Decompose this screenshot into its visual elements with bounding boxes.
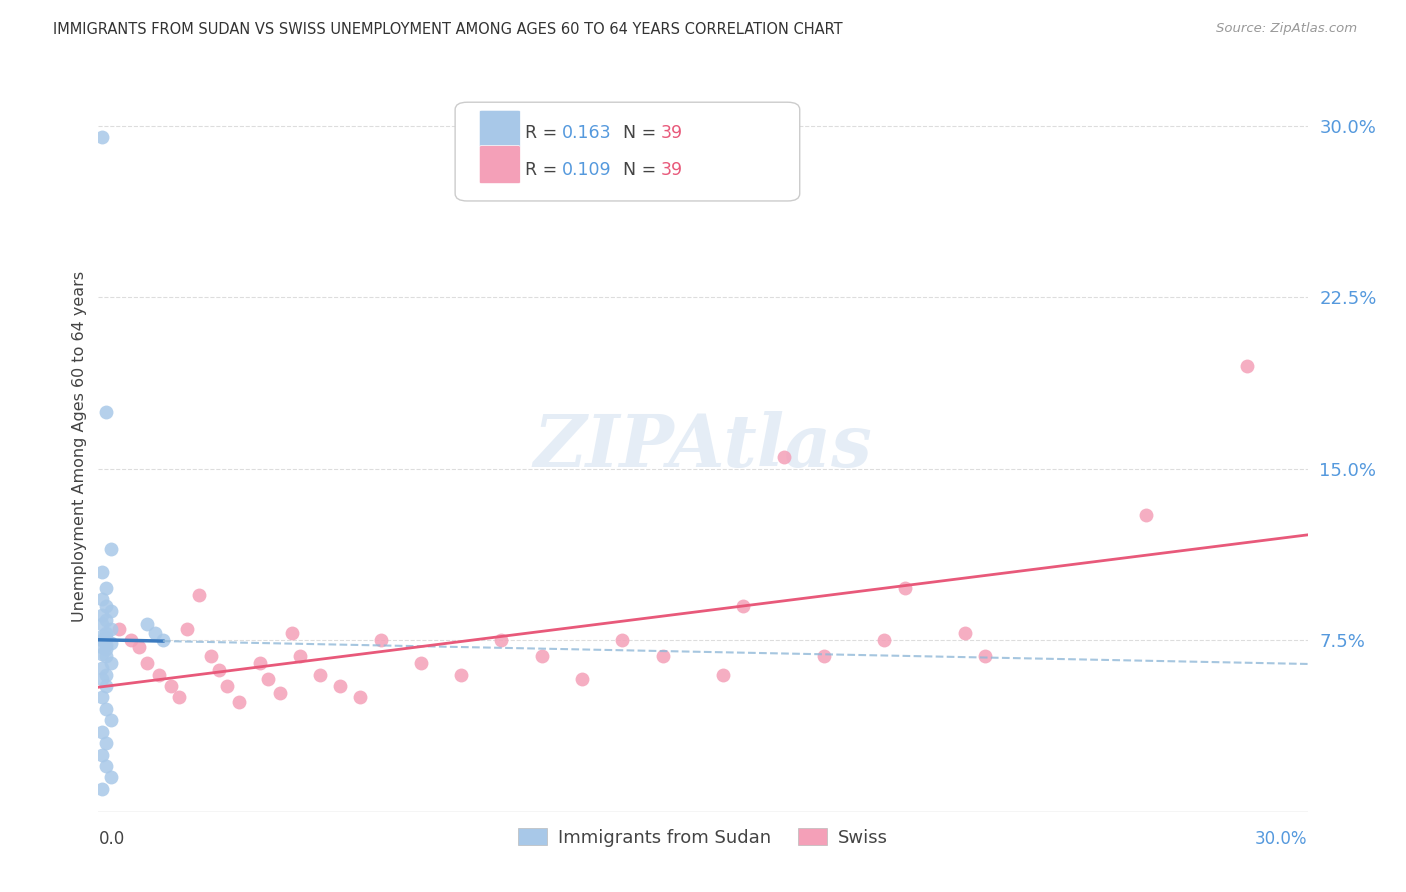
- Point: [148, 667, 170, 681]
- Point: [100, 604, 122, 618]
- Point: [409, 656, 432, 670]
- Text: R =: R =: [526, 124, 562, 142]
- Point: [450, 667, 472, 681]
- Point: [288, 649, 311, 664]
- Text: N =: N =: [613, 124, 662, 142]
- Point: [96, 702, 118, 716]
- Point: [269, 686, 291, 700]
- Point: [249, 656, 271, 670]
- Point: [1135, 508, 1157, 522]
- Point: [349, 690, 371, 705]
- Point: [91, 781, 114, 796]
- Point: [96, 405, 118, 419]
- FancyBboxPatch shape: [479, 111, 520, 148]
- Point: [711, 667, 734, 681]
- Point: [100, 622, 122, 636]
- Text: 39: 39: [661, 161, 683, 179]
- Point: [107, 622, 129, 636]
- Point: [100, 771, 122, 785]
- Point: [200, 649, 222, 664]
- Point: [120, 633, 142, 648]
- Point: [96, 638, 118, 652]
- Point: [91, 565, 114, 579]
- Point: [160, 679, 183, 693]
- Point: [152, 633, 174, 648]
- Text: 0.163: 0.163: [561, 124, 612, 142]
- Point: [91, 640, 114, 655]
- Text: Source: ZipAtlas.com: Source: ZipAtlas.com: [1216, 22, 1357, 36]
- Point: [370, 633, 392, 648]
- Point: [100, 656, 122, 670]
- Point: [256, 672, 278, 686]
- Point: [100, 635, 122, 649]
- Point: [733, 599, 755, 613]
- FancyBboxPatch shape: [479, 145, 520, 184]
- Point: [135, 656, 157, 670]
- Text: R =: R =: [526, 161, 562, 179]
- Point: [91, 661, 114, 675]
- Point: [91, 633, 114, 648]
- Point: [91, 608, 114, 623]
- Point: [91, 690, 114, 705]
- Point: [96, 631, 118, 645]
- Text: 0.109: 0.109: [561, 161, 612, 179]
- Point: [100, 541, 122, 556]
- Y-axis label: Unemployment Among Ages 60 to 64 years: Unemployment Among Ages 60 to 64 years: [72, 270, 87, 622]
- Text: N =: N =: [613, 161, 662, 179]
- Point: [96, 626, 118, 640]
- Text: 30.0%: 30.0%: [1256, 830, 1308, 848]
- Point: [143, 626, 166, 640]
- Point: [167, 690, 190, 705]
- Point: [128, 640, 150, 655]
- Point: [571, 672, 593, 686]
- Point: [96, 599, 118, 613]
- Point: [135, 617, 157, 632]
- Point: [91, 672, 114, 686]
- Point: [188, 588, 211, 602]
- Point: [96, 613, 118, 627]
- Point: [953, 626, 976, 640]
- Point: [96, 759, 118, 773]
- Point: [309, 667, 332, 681]
- Point: [651, 649, 673, 664]
- Point: [329, 679, 352, 693]
- Point: [91, 724, 114, 739]
- Point: [91, 130, 114, 145]
- Point: [96, 679, 118, 693]
- Point: [772, 450, 794, 465]
- Point: [91, 647, 114, 661]
- Point: [813, 649, 835, 664]
- Point: [873, 633, 896, 648]
- Point: [217, 679, 239, 693]
- Point: [491, 633, 513, 648]
- Text: 0.0: 0.0: [98, 830, 125, 848]
- Legend: Immigrants from Sudan, Swiss: Immigrants from Sudan, Swiss: [510, 821, 896, 854]
- Point: [530, 649, 553, 664]
- Text: ZIPAtlas: ZIPAtlas: [534, 410, 872, 482]
- Text: 39: 39: [661, 124, 683, 142]
- Point: [96, 667, 118, 681]
- Point: [176, 622, 198, 636]
- Point: [100, 714, 122, 728]
- Point: [1236, 359, 1258, 373]
- Point: [91, 747, 114, 762]
- Point: [612, 633, 634, 648]
- Point: [96, 736, 118, 750]
- Point: [96, 642, 118, 657]
- FancyBboxPatch shape: [456, 103, 800, 201]
- Point: [893, 581, 915, 595]
- Point: [91, 617, 114, 632]
- Point: [208, 663, 231, 677]
- Point: [91, 592, 114, 607]
- Point: [281, 626, 304, 640]
- Point: [96, 581, 118, 595]
- Point: [974, 649, 997, 664]
- Point: [96, 649, 118, 664]
- Point: [91, 629, 114, 643]
- Point: [228, 695, 250, 709]
- Text: IMMIGRANTS FROM SUDAN VS SWISS UNEMPLOYMENT AMONG AGES 60 TO 64 YEARS CORRELATIO: IMMIGRANTS FROM SUDAN VS SWISS UNEMPLOYM…: [53, 22, 844, 37]
